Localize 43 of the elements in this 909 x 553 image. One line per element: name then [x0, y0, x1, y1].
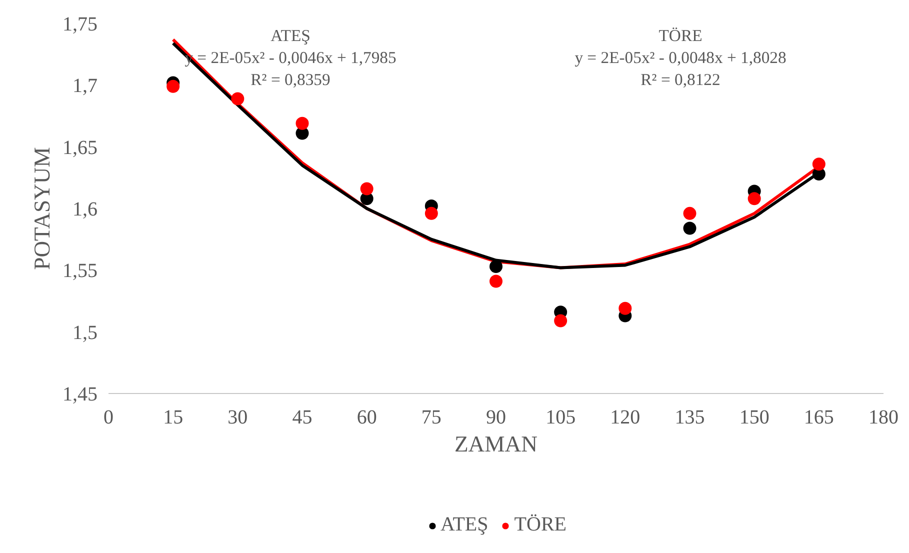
- annotation: R² = 0,8359: [250, 70, 330, 89]
- point: [618, 302, 632, 315]
- x-tick-label: 165: [804, 406, 834, 428]
- x-tick-label: 15: [163, 406, 184, 428]
- x-tick-label: 120: [610, 406, 640, 428]
- y-tick-label: 1,55: [62, 260, 98, 282]
- point: [424, 206, 438, 220]
- x-tick-label: 90: [486, 406, 506, 428]
- x-tick-label: 45: [292, 406, 312, 428]
- point: [683, 222, 696, 235]
- point: [296, 116, 309, 130]
- annotation: ATEŞ: [270, 26, 310, 45]
- x-tick-label: 180: [868, 406, 898, 428]
- x-tick-label: 150: [739, 406, 770, 428]
- x-tick-label: 0: [104, 406, 114, 428]
- x-axis-title: ZAMAN: [454, 432, 538, 456]
- x-tick-label: 105: [546, 406, 576, 428]
- point: [360, 182, 374, 196]
- y-tick-label: 1,75: [62, 14, 98, 36]
- y-tick-label: 1,65: [62, 136, 98, 159]
- legend-label: TÖRE: [514, 514, 567, 536]
- y-tick-label: 1,6: [72, 198, 98, 220]
- point: [554, 314, 568, 328]
- point: [490, 260, 502, 273]
- annotation: y = 2E-05x² - 0,0048x + 1,8028: [574, 48, 786, 67]
- y-tick-label: 1,5: [72, 322, 98, 344]
- point: [683, 206, 696, 220]
- point: [812, 158, 826, 171]
- legend-label: ATEŞ: [440, 514, 488, 536]
- x-tick-label: 135: [674, 406, 705, 428]
- point: [166, 80, 180, 93]
- x-tick-label: 30: [228, 406, 248, 428]
- annotation: TÖRE: [658, 26, 702, 45]
- y-tick-label: 1,45: [62, 384, 98, 406]
- x-tick-label: 60: [356, 406, 377, 428]
- point: [490, 274, 502, 288]
- annotation: y = 2E-05x² - 0,0046x + 1,7985: [184, 48, 396, 67]
- point: [748, 192, 761, 206]
- point: [231, 92, 244, 106]
- y-tick-label: 1,7: [72, 75, 98, 98]
- annotation: R² = 0,8122: [640, 70, 720, 89]
- y-axis-title: POTASYUM: [30, 147, 54, 270]
- x-tick-label: 75: [421, 406, 442, 428]
